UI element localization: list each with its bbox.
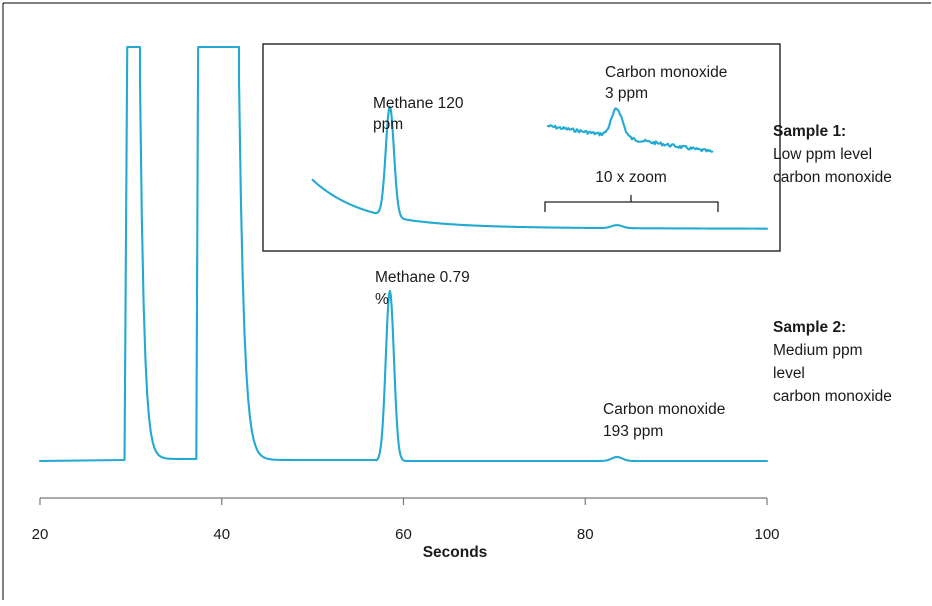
annotation-co-sample1-line2: 3 ppm	[605, 85, 648, 102]
sample2-description-line1: Medium ppm	[773, 342, 863, 359]
annotation-methane-sample1-line2: ppm	[373, 116, 403, 133]
x-axis-title: Seconds	[423, 544, 488, 561]
series-line-sample1-zoom	[546, 107, 714, 153]
annotation-methane-sample1-line1: Methane 120	[373, 95, 464, 112]
sample1-inset-box	[262, 43, 781, 252]
series-line-sample1	[311, 105, 769, 230]
annotation-co-sample2-line2: 193 ppm	[603, 423, 663, 440]
sample2-heading: Sample 2:	[773, 319, 846, 336]
zoom-bracket	[544, 195, 719, 212]
x-tick-label: 60	[395, 526, 412, 543]
x-tick-label: 20	[32, 526, 49, 543]
sample1-description-line2: carbon monoxide	[773, 169, 892, 186]
annotation-co-sample2-line1: Carbon monoxide	[603, 401, 725, 418]
sample1-heading: Sample 1:	[773, 123, 846, 140]
sample2-description-line2: level	[773, 365, 805, 382]
x-tick-label: 80	[577, 526, 594, 543]
series-line-sample2	[38, 45, 769, 463]
annotation-co-sample1-line1: Carbon monoxide	[605, 64, 727, 81]
zoom-label: 10 x zoom	[595, 169, 667, 186]
x-tick-label: 40	[213, 526, 230, 543]
x-tick-label: 100	[754, 526, 779, 543]
x-axis-ticks: 20 40 60 80 100	[32, 498, 780, 543]
annotation-methane-sample2-line2: %	[375, 291, 389, 308]
sample2-description-line3: carbon monoxide	[773, 388, 892, 405]
annotation-methane-sample2-line1: Methane 0.79	[375, 269, 470, 286]
sample1-description-line1: Low ppm level	[773, 146, 872, 163]
